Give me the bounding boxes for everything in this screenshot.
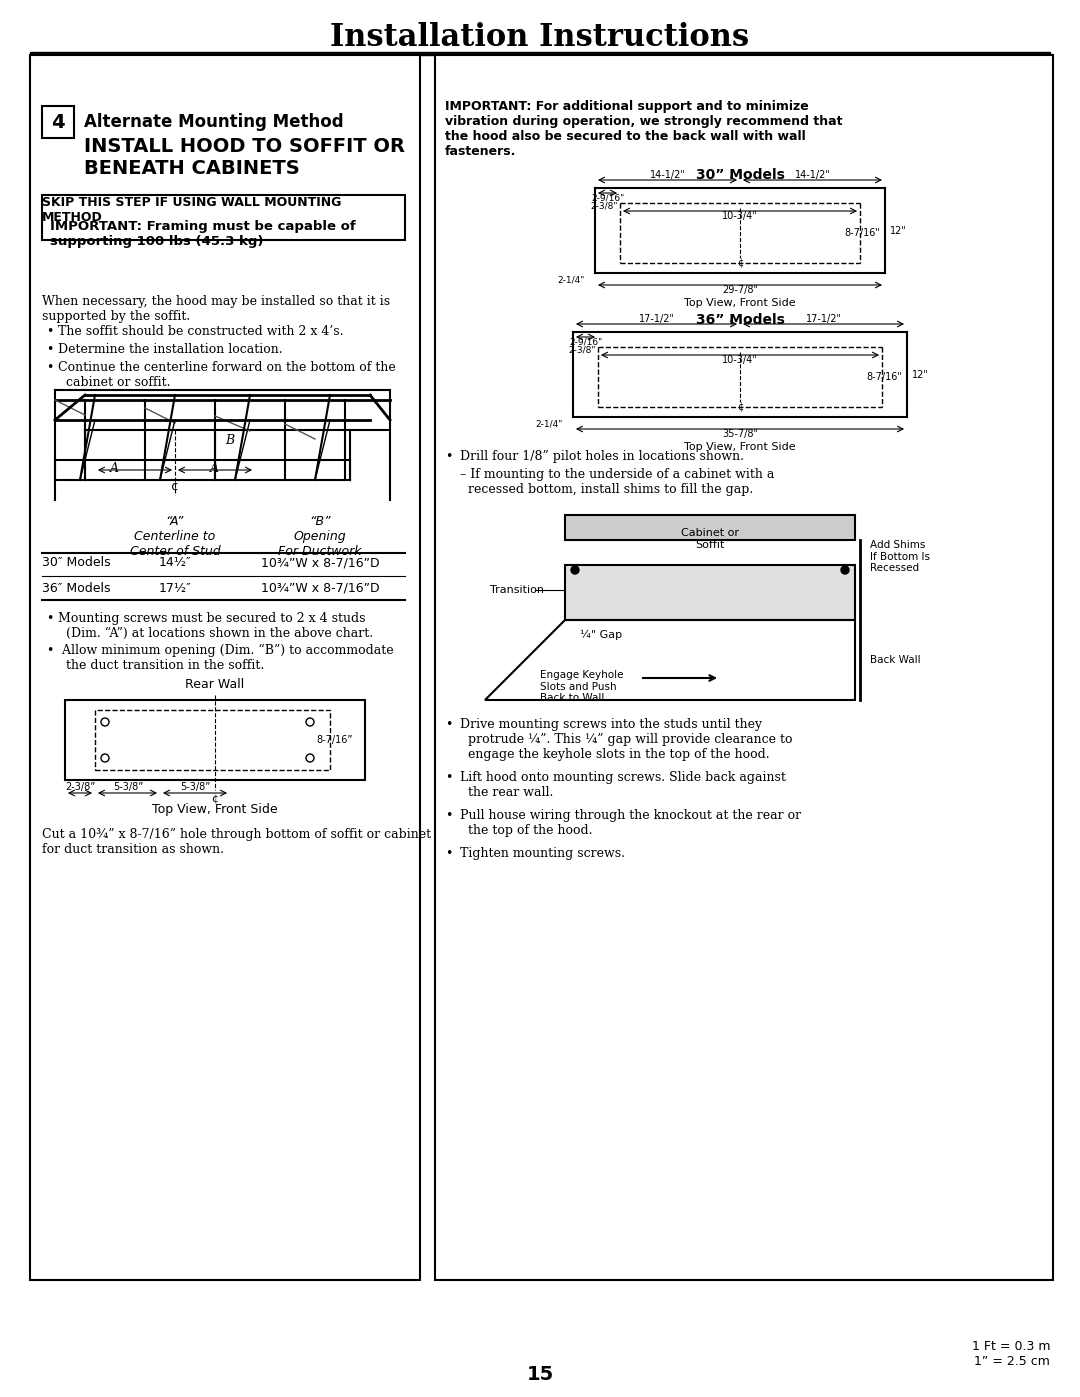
Text: ¢: ¢ bbox=[737, 258, 743, 268]
Text: 10¾”W x 8-7/16”D: 10¾”W x 8-7/16”D bbox=[260, 581, 379, 595]
Text: 35-7/8": 35-7/8" bbox=[723, 429, 758, 439]
Bar bbox=[42, 196, 405, 240]
Text: •: • bbox=[445, 771, 453, 784]
Text: Drill four 1/8” pilot holes in locations shown.: Drill four 1/8” pilot holes in locations… bbox=[460, 450, 744, 462]
Text: 29-7/8": 29-7/8" bbox=[723, 285, 758, 295]
Text: Top View, Front Side: Top View, Front Side bbox=[685, 441, 796, 453]
Text: “B”
Opening
For Ductwork: “B” Opening For Ductwork bbox=[279, 515, 362, 557]
Text: Drive mounting screws into the studs until they
  protrude ¼”. This ¼” gap will : Drive mounting screws into the studs unt… bbox=[460, 718, 793, 761]
Text: 36” Models: 36” Models bbox=[696, 313, 784, 327]
Text: A: A bbox=[210, 461, 219, 475]
Text: 4: 4 bbox=[51, 113, 65, 131]
Text: •: • bbox=[46, 344, 53, 356]
Text: 5-3/8”: 5-3/8” bbox=[112, 782, 144, 792]
Text: 17-1/2": 17-1/2" bbox=[638, 314, 675, 324]
Bar bbox=[30, 54, 420, 1280]
Text: •: • bbox=[46, 612, 53, 624]
Text: – If mounting to the underside of a cabinet with a
  recessed bottom, install sh: – If mounting to the underside of a cabi… bbox=[460, 468, 774, 496]
Text: 15: 15 bbox=[526, 1365, 554, 1384]
Text: ¢: ¢ bbox=[171, 481, 179, 493]
Bar bbox=[565, 515, 855, 541]
Text: Rear Wall: Rear Wall bbox=[186, 679, 245, 692]
Text: Mounting screws must be secured to 2 x 4 studs
  (Dim. “A”) at locations shown i: Mounting screws must be secured to 2 x 4… bbox=[58, 612, 373, 640]
Text: Pull house wiring through the knockout at the rear or
  the top of the hood.: Pull house wiring through the knockout a… bbox=[460, 809, 801, 837]
Text: B: B bbox=[225, 433, 234, 447]
Text: 30″ Models: 30″ Models bbox=[42, 556, 110, 570]
Text: INSTALL HOOD TO SOFFIT OR: INSTALL HOOD TO SOFFIT OR bbox=[84, 137, 405, 156]
Text: 30” Models: 30” Models bbox=[696, 168, 784, 182]
Text: 2-3/8”: 2-3/8” bbox=[65, 782, 95, 792]
Text: 12": 12" bbox=[912, 369, 929, 380]
Bar bbox=[65, 700, 365, 780]
Text: 14-1/2": 14-1/2" bbox=[795, 170, 831, 180]
Text: Cabinet or
Soffit: Cabinet or Soffit bbox=[681, 528, 739, 549]
Text: SKIP THIS STEP IF USING WALL MOUNTING
METHOD: SKIP THIS STEP IF USING WALL MOUNTING ME… bbox=[42, 196, 341, 224]
Bar bbox=[435, 54, 1053, 1280]
Text: 36″ Models: 36″ Models bbox=[42, 581, 110, 595]
Text: 17½″: 17½″ bbox=[159, 581, 191, 595]
Text: Continue the centerline forward on the bottom of the
  cabinet or soffit.: Continue the centerline forward on the b… bbox=[58, 360, 395, 388]
Text: 1 Ft = 0.3 m
1” = 2.5 cm: 1 Ft = 0.3 m 1” = 2.5 cm bbox=[972, 1340, 1050, 1368]
Text: 5-3/8”: 5-3/8” bbox=[179, 782, 211, 792]
Circle shape bbox=[571, 566, 579, 574]
Text: 2-3/8": 2-3/8" bbox=[591, 201, 618, 211]
Text: A: A bbox=[110, 461, 119, 475]
Text: Tighten mounting screws.: Tighten mounting screws. bbox=[460, 847, 625, 861]
Text: 8-7/16": 8-7/16" bbox=[845, 228, 880, 237]
Text: Installation Instructions: Installation Instructions bbox=[330, 22, 750, 53]
Text: ¢: ¢ bbox=[212, 793, 218, 805]
Text: •: • bbox=[445, 718, 453, 731]
Text: Top View, Front Side: Top View, Front Side bbox=[685, 298, 796, 307]
Text: •: • bbox=[46, 326, 53, 338]
Text: Lift hood onto mounting screws. Slide back against
  the rear wall.: Lift hood onto mounting screws. Slide ba… bbox=[460, 771, 786, 799]
Text: Alternate Mounting Method: Alternate Mounting Method bbox=[84, 113, 343, 131]
Text: 2-9/16": 2-9/16" bbox=[591, 194, 624, 203]
Text: Transition: Transition bbox=[490, 585, 544, 595]
Text: “A”
Centerline to
Center of Stud: “A” Centerline to Center of Stud bbox=[130, 515, 220, 557]
Text: ¢: ¢ bbox=[737, 402, 743, 412]
Text: IMPORTANT: For additional support and to minimize
vibration during operation, we: IMPORTANT: For additional support and to… bbox=[445, 101, 842, 158]
Text: 17-1/2": 17-1/2" bbox=[806, 314, 841, 324]
Text: 8-7/16": 8-7/16" bbox=[866, 372, 902, 381]
Text: ¼" Gap: ¼" Gap bbox=[580, 630, 622, 640]
Text: BENEATH CABINETS: BENEATH CABINETS bbox=[84, 158, 300, 177]
Bar bbox=[565, 564, 855, 620]
Bar bbox=[42, 106, 75, 138]
Text: IMPORTANT: Framing must be capable of
supporting 100 lbs (45.3 kg): IMPORTANT: Framing must be capable of su… bbox=[50, 219, 355, 249]
Text: 14-1/2": 14-1/2" bbox=[649, 170, 686, 180]
Text: 2-1/4": 2-1/4" bbox=[557, 275, 585, 285]
Circle shape bbox=[841, 566, 849, 574]
Text: 10-3/4": 10-3/4" bbox=[723, 211, 758, 221]
Text: The soffit should be constructed with 2 x 4’s.: The soffit should be constructed with 2 … bbox=[58, 326, 343, 338]
Text: 12": 12" bbox=[890, 225, 907, 236]
Text: 14½″: 14½″ bbox=[159, 556, 191, 570]
Text: Top View, Front Side: Top View, Front Side bbox=[152, 803, 278, 816]
Text: Add Shims
If Bottom Is
Recessed: Add Shims If Bottom Is Recessed bbox=[870, 541, 930, 573]
Bar bbox=[95, 710, 330, 770]
Text: 10-3/4": 10-3/4" bbox=[723, 355, 758, 365]
Text: •: • bbox=[46, 644, 53, 657]
Text: •: • bbox=[445, 450, 453, 462]
Text: Allow minimum opening (Dim. “B”) to accommodate
  the duct transition in the sof: Allow minimum opening (Dim. “B”) to acco… bbox=[58, 644, 393, 672]
Text: •: • bbox=[445, 809, 453, 821]
Text: Back Wall: Back Wall bbox=[870, 655, 920, 665]
Text: Determine the installation location.: Determine the installation location. bbox=[58, 344, 283, 356]
Text: When necessary, the hood may be installed so that it is
supported by the soffit.: When necessary, the hood may be installe… bbox=[42, 295, 390, 323]
Text: 8-7/16”: 8-7/16” bbox=[316, 735, 353, 745]
Text: Engage Keyhole
Slots and Push
Back to Wall: Engage Keyhole Slots and Push Back to Wa… bbox=[540, 671, 623, 703]
Text: Cut a 10¾” x 8-7/16” hole through bottom of soffit or cabinet
for duct transitio: Cut a 10¾” x 8-7/16” hole through bottom… bbox=[42, 828, 431, 856]
Text: 2-3/8": 2-3/8" bbox=[568, 345, 596, 355]
Text: •: • bbox=[46, 360, 53, 374]
Text: •: • bbox=[445, 847, 453, 861]
Bar bbox=[30, 52, 1050, 54]
Text: 2-9/16": 2-9/16" bbox=[569, 338, 603, 346]
Text: 10¾”W x 8-7/16”D: 10¾”W x 8-7/16”D bbox=[260, 556, 379, 570]
Text: 2-1/4": 2-1/4" bbox=[536, 419, 563, 429]
